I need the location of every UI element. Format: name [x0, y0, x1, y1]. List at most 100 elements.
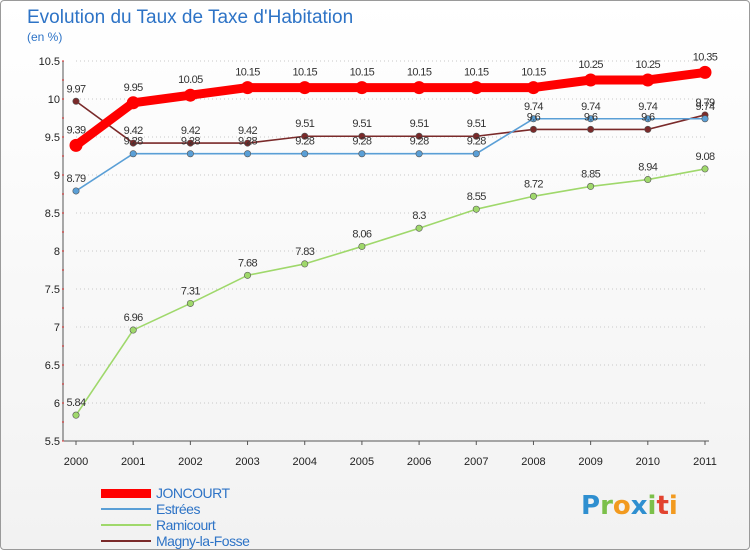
x-tick-label: 2000 — [64, 456, 88, 468]
data-label: 9.28 — [352, 136, 371, 148]
data-point — [584, 73, 598, 87]
logo-letter: o — [612, 491, 631, 521]
data-label: 10.15 — [521, 67, 546, 79]
data-point — [701, 115, 709, 123]
legend-label: Ramicourt — [156, 517, 216, 533]
data-label: 9.97 — [66, 83, 85, 95]
data-label: 9.6 — [641, 111, 655, 123]
legend-swatch — [101, 524, 151, 526]
data-point — [701, 165, 709, 173]
y-tick-label: 9 — [54, 170, 60, 182]
data-point — [358, 150, 366, 158]
data-point — [72, 411, 80, 419]
legend-item: JONCOURT — [101, 485, 361, 501]
data-labels: 9.979.42 9.42 9.429.51 9.51 9.51 9.519.6 9.6 9.… — [66, 51, 718, 409]
legend-item: Magny-la-Fosse — [101, 533, 361, 549]
x-axis-ticks: 2000 2001 2002 2003 2004 2005 2006 2007 2008 2009… — [64, 441, 717, 468]
x-tick-label: 2010 — [636, 456, 660, 468]
data-label: 6.96 — [124, 312, 143, 324]
data-point — [415, 150, 423, 158]
x-tick-label: 2007 — [464, 456, 488, 468]
x-tick-label: 2006 — [407, 456, 431, 468]
data-label: 9.74 — [524, 101, 543, 113]
data-label: 9.51 — [467, 118, 486, 130]
logo-letter: x — [630, 491, 648, 521]
data-label: 8.79 — [66, 173, 85, 185]
series-line — [75, 117, 706, 192]
logo-letter: t — [656, 491, 669, 521]
data-point — [529, 192, 537, 200]
x-tick-label: 2011 — [693, 456, 717, 468]
data-point — [244, 271, 252, 279]
x-tick-label: 2004 — [292, 456, 316, 468]
logo-letter: r — [600, 491, 613, 521]
x-tick-label: 2008 — [521, 456, 545, 468]
data-point — [472, 132, 480, 140]
data-label: 9.42 — [238, 125, 257, 137]
data-point — [126, 96, 140, 110]
data-point — [129, 139, 137, 147]
data-point — [244, 139, 252, 147]
data-point — [355, 81, 369, 95]
x-tick-label: 2009 — [578, 456, 602, 468]
data-label: 9.28 — [410, 136, 429, 148]
data-label: 9.95 — [124, 82, 143, 94]
data-label: 9.74 — [695, 101, 714, 113]
data-point — [472, 205, 480, 213]
legend-label: JONCOURT — [156, 485, 230, 501]
data-label: 10.15 — [407, 67, 432, 79]
grid-lines — [76, 60, 705, 442]
y-tick-label: 6.5 — [45, 360, 60, 372]
y-tick-label: 9.5 — [45, 132, 60, 144]
data-point — [526, 81, 540, 95]
logo-letter: i — [668, 491, 678, 521]
data-label: 9.6 — [527, 111, 541, 123]
legend-item: Estrées — [101, 501, 361, 517]
data-point — [412, 81, 426, 95]
series-group — [69, 65, 712, 419]
legend-swatch — [101, 508, 151, 510]
legend-swatch — [101, 488, 151, 498]
data-point — [587, 182, 595, 190]
data-label: 7.83 — [295, 246, 314, 258]
data-label: 9.28 — [238, 136, 257, 148]
data-label: 5.84 — [66, 397, 85, 409]
data-point — [129, 150, 137, 158]
data-point — [301, 150, 309, 158]
y-tick-label: 8.5 — [45, 208, 60, 220]
unit-label: (en %) — [27, 30, 63, 44]
data-point — [129, 326, 137, 334]
data-point — [641, 73, 655, 87]
data-point — [587, 115, 595, 123]
data-label: 9.28 — [467, 136, 486, 148]
data-label: 8.94 — [638, 162, 657, 174]
data-label: 10.15 — [464, 67, 489, 79]
data-point — [529, 125, 537, 133]
data-label: 7.31 — [181, 285, 200, 297]
x-tick-label: 2005 — [350, 456, 374, 468]
legend-label: Estrées — [156, 501, 200, 517]
proxiti-logo: Proxiti — [581, 491, 678, 521]
y-tick-label: 7.5 — [45, 284, 60, 296]
series-line — [75, 168, 706, 416]
data-label: 8.3 — [412, 210, 426, 222]
data-label: 9.51 — [410, 118, 429, 130]
data-point — [644, 115, 652, 123]
data-point — [415, 132, 423, 140]
data-label: 10.05 — [178, 74, 203, 86]
data-label: 9.51 — [352, 118, 371, 130]
data-label: 9.74 — [581, 101, 600, 113]
data-point — [241, 81, 255, 95]
data-point — [358, 132, 366, 140]
data-label: 8.55 — [467, 191, 486, 203]
legend-item: Ramicourt — [101, 517, 361, 533]
data-point — [186, 299, 194, 307]
data-point — [301, 132, 309, 140]
data-label: 9.42 — [124, 125, 143, 137]
data-label: 9.08 — [695, 151, 714, 163]
data-label: 10.15 — [350, 67, 375, 79]
logo-letter: P — [581, 491, 601, 521]
data-point — [298, 81, 312, 95]
data-point — [587, 125, 595, 133]
